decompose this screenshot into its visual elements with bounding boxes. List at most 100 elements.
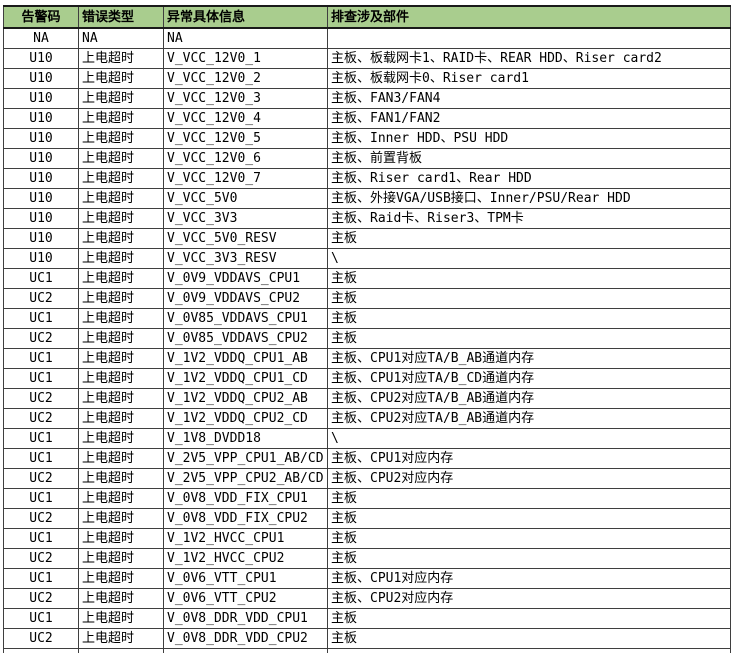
cell-error-type[interactable]: 上电超时 — [78, 328, 164, 349]
cell-parts[interactable]: 主板、CPU1对应TA/B_AB通道内存 — [327, 348, 731, 369]
cell-parts[interactable]: 主板、CPU1对应TA/B_CD通道内存 — [327, 368, 731, 389]
cell-alarm-code[interactable]: U10 — [3, 228, 79, 249]
cell-error-type[interactable]: 上电超时 — [78, 288, 164, 309]
cell-alarm-code[interactable]: UC2 — [3, 588, 79, 609]
cell-alarm-code[interactable]: U10 — [3, 48, 79, 69]
cell-error-type[interactable]: 上电超时 — [78, 108, 164, 129]
cell-alarm-code[interactable]: UC1 — [3, 268, 79, 289]
cell-error-info[interactable]: V_VCC_12V0_6 — [163, 148, 328, 169]
cell-error-info[interactable]: V_2V5_VPP_CPU2_AB/CD — [163, 468, 328, 489]
cell-error-info[interactable]: V_VCC_12V0_1 — [163, 48, 328, 69]
header-error-type[interactable]: 错误类型 — [78, 5, 164, 29]
cell-alarm-code[interactable]: UC2 — [3, 548, 79, 569]
cell-parts[interactable]: 主板、前置背板 — [327, 148, 731, 169]
cell-error-type[interactable]: 上电超时 — [78, 508, 164, 529]
cell-error-type[interactable]: 上电超时 — [78, 408, 164, 429]
cell-parts[interactable]: \ — [327, 428, 731, 449]
cell-error-info[interactable]: NA — [163, 27, 328, 49]
cell-parts[interactable]: 主板 — [327, 548, 731, 569]
cell-alarm-code[interactable]: UC1 — [3, 308, 79, 329]
cell-error-type[interactable]: 上电超时 — [78, 308, 164, 329]
cell-error-type[interactable]: 上电超时 — [78, 48, 164, 69]
cell-error-type[interactable]: 上电超时 — [78, 128, 164, 149]
header-alarm-code[interactable]: 告警码 — [3, 5, 79, 29]
cell-parts[interactable]: 主板、Inner HDD、PSU HDD — [327, 128, 731, 149]
cell-error-type[interactable]: 上电超时 — [78, 368, 164, 389]
cell-parts[interactable]: 主板、CPU2对应内存 — [327, 468, 731, 489]
cell-alarm-code[interactable]: UC2 — [3, 408, 79, 429]
cell-error-info[interactable]: V_0V8_VDD_FIX_CPU2 — [163, 508, 328, 529]
cell-error-info[interactable]: V_1V2_HVCC_CPU1 — [163, 528, 328, 549]
cell-parts[interactable]: 主板、CPU1对应内存 — [327, 448, 731, 469]
cell-error-type[interactable]: 上电超时 — [78, 528, 164, 549]
cell-error-info[interactable]: V_VCC_12V0_5 — [163, 128, 328, 149]
cell-parts[interactable]: 主板 — [327, 328, 731, 349]
cell-error-type[interactable]: 上电超时 — [78, 248, 164, 269]
cell-parts[interactable]: 主板 — [327, 228, 731, 249]
cell-parts[interactable] — [327, 27, 731, 49]
cell-alarm-code[interactable]: U10 — [3, 88, 79, 109]
cell-error-info[interactable]: V_VCC_12V0_2 — [163, 68, 328, 89]
cell-alarm-code[interactable]: U10 — [3, 188, 79, 209]
cell-error-type[interactable]: 上电超时 — [78, 228, 164, 249]
cell-alarm-code[interactable]: U10 — [3, 248, 79, 269]
header-error-info[interactable]: 异常具体信息 — [163, 5, 328, 29]
cell-parts[interactable]: 主板 — [327, 488, 731, 509]
cell-parts[interactable]: 主板 — [327, 608, 731, 629]
cell-parts[interactable]: 主板、CPU2对应TA/B_AB通道内存 — [327, 388, 731, 409]
cell-alarm-code[interactable]: U10 — [3, 128, 79, 149]
cell-parts[interactable]: 主板 — [327, 628, 731, 649]
cell-error-info[interactable]: V_VCC_12V0_7 — [163, 168, 328, 189]
cell-parts[interactable]: 主板、板载网卡0、Riser card1 — [327, 68, 731, 89]
cell-error-type[interactable]: 上电超时 — [78, 268, 164, 289]
cell-parts[interactable]: 主板、FAN3/FAN4 — [327, 88, 731, 109]
cell-error-info[interactable]: V_1V2_VDDQ_CPU1_AB — [163, 348, 328, 369]
cell-alarm-code[interactable]: UC2 — [3, 508, 79, 529]
cell-parts[interactable]: 主板、CPU1对应内存 — [327, 568, 731, 589]
cell-parts[interactable]: 主板、CPU2对应TA/B_AB通道内存 — [327, 408, 731, 429]
cell-error-type[interactable]: 上电超时 — [78, 448, 164, 469]
cell-parts[interactable]: 主板、板载网卡1、RAID卡、REAR HDD、Riser card2 — [327, 48, 731, 69]
cell-error-info[interactable]: V_0V85_VDDAVS_CPU1 — [163, 308, 328, 329]
cell-alarm-code[interactable]: UC2 — [3, 328, 79, 349]
cell-parts[interactable]: 主板、外接VGA/USB接口、Inner/PSU/Rear HDD — [327, 188, 731, 209]
cell-error-type[interactable]: 上电超时 — [78, 188, 164, 209]
cell-parts[interactable]: 主板 — [327, 308, 731, 329]
cell-error-type[interactable]: 上电超时 — [78, 588, 164, 609]
cell-error-type[interactable]: 上电超时 — [78, 148, 164, 169]
cell-error-info[interactable]: V_1V8_DVDD18 — [163, 428, 328, 449]
cell-error-info[interactable]: V_0V9_VDDAVS_CPU2 — [163, 288, 328, 309]
cell-error-info[interactable]: V_0V6_VTT_CPU1 — [163, 568, 328, 589]
cell-alarm-code[interactable]: UC1 — [3, 568, 79, 589]
cell-error-info[interactable]: V_2V5_VPP_CPU1_AB/CD — [163, 448, 328, 469]
cell-error-type[interactable]: 上电超时 — [78, 428, 164, 449]
cell-alarm-code[interactable]: UC1 — [3, 608, 79, 629]
cell-alarm-code[interactable]: UC1 — [3, 488, 79, 509]
cell-alarm-code[interactable]: UC1 — [3, 528, 79, 549]
cell-error-info[interactable]: V_VCC_5V0 — [163, 188, 328, 209]
cell-parts[interactable]: 主板 — [327, 288, 731, 309]
cell-alarm-code[interactable]: U10 — [3, 68, 79, 89]
header-parts[interactable]: 排查涉及部件 — [327, 5, 731, 29]
cell-error-type[interactable]: 上电超时 — [78, 628, 164, 649]
cell-error-info[interactable]: V_1V2_VDDQ_CPU2_AB — [163, 388, 328, 409]
cell-error-type[interactable]: 上电超时 — [78, 388, 164, 409]
cell-parts[interactable]: 主板 — [327, 508, 731, 529]
cell-error-type[interactable]: 上电超时 — [78, 568, 164, 589]
cell-parts[interactable]: 主板 — [327, 268, 731, 289]
cell-error-type[interactable]: 上电超时 — [78, 168, 164, 189]
cell-parts[interactable]: 主板 — [327, 528, 731, 549]
cell-alarm-code[interactable]: U10 — [3, 108, 79, 129]
cell-error-info[interactable]: V_0V8_DDR_VDD_CPU1 — [163, 608, 328, 629]
cell-alarm-code[interactable]: UC2 — [3, 388, 79, 409]
cell-alarm-code[interactable]: UC1 — [3, 428, 79, 449]
cell-alarm-code[interactable]: UC1 — [3, 368, 79, 389]
cell-parts[interactable]: \ — [327, 248, 731, 269]
cell-error-info[interactable]: V_VCC_3V3_RESV — [163, 248, 328, 269]
cell-error-type[interactable]: 上电超时 — [78, 348, 164, 369]
cell-error-info[interactable]: V_VCC_12V0_4 — [163, 108, 328, 129]
cell-parts[interactable]: 主板、Raid卡、Riser3、TPM卡 — [327, 208, 731, 229]
cell-error-type[interactable]: 上电超时 — [78, 68, 164, 89]
cell-alarm-code[interactable]: U10 — [3, 168, 79, 189]
cell-error-info[interactable]: V_1V2_VDDQ_CPU2_CD — [163, 408, 328, 429]
